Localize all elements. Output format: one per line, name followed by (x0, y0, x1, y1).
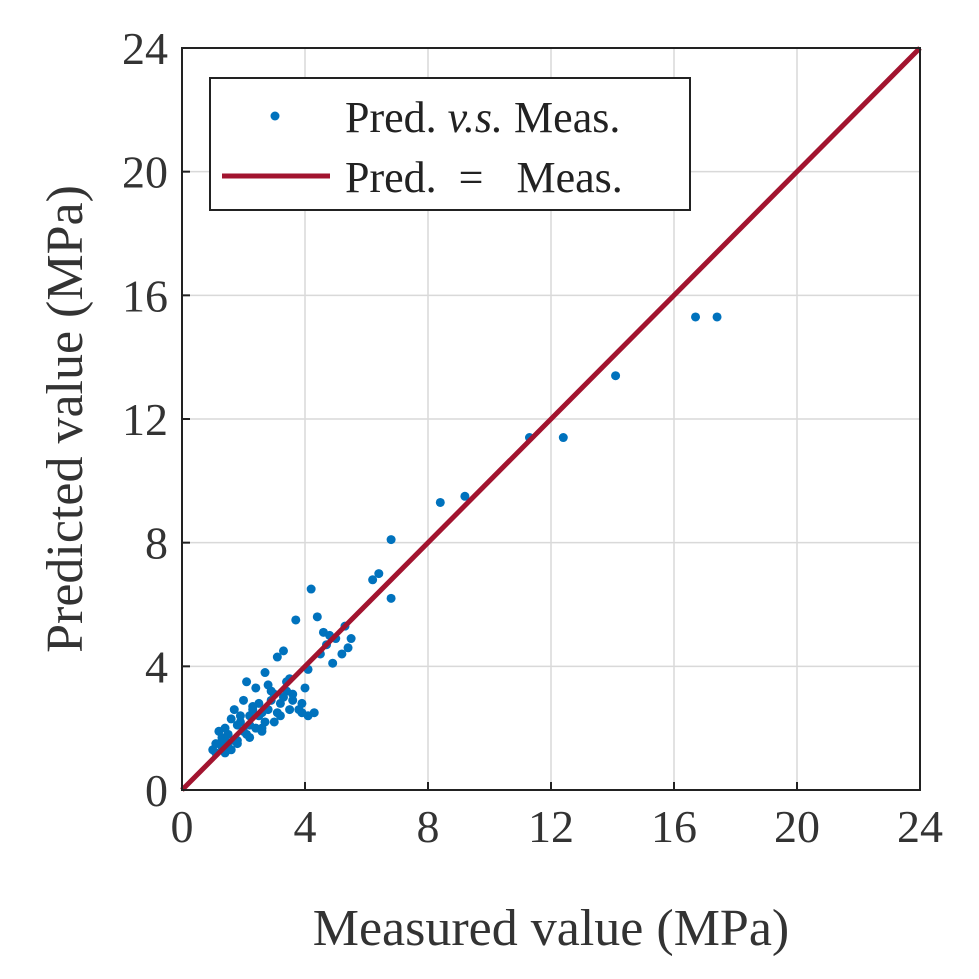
data-point (278, 692, 288, 702)
y-tick-label: 20 (122, 147, 168, 198)
y-tick-label: 24 (122, 23, 168, 74)
data-point (245, 732, 255, 742)
data-point (291, 615, 301, 625)
data-point (257, 726, 267, 736)
legend-scatter-label: Pred. v.s. Meas. (345, 93, 620, 142)
data-point (229, 705, 239, 715)
y-tick-label: 8 (145, 518, 168, 569)
x-tick-label: 4 (294, 801, 317, 852)
x-axis-ticks: 0 4 8 12 16 20 24 (171, 782, 943, 852)
data-point (343, 643, 353, 653)
legend-scatter-marker (270, 111, 280, 121)
y-tick-label: 0 (145, 765, 168, 816)
data-point (460, 491, 470, 501)
data-point (346, 634, 356, 644)
data-point (260, 717, 270, 727)
data-point (374, 569, 384, 579)
data-point (278, 646, 288, 656)
y-tick-label: 4 (145, 641, 168, 692)
data-point (269, 717, 279, 727)
x-tick-label: 16 (651, 801, 697, 852)
legend-scatter-post: Meas. (503, 93, 620, 142)
data-point (214, 726, 224, 736)
data-point (318, 627, 328, 637)
x-tick-label: 12 (528, 801, 574, 852)
data-point (211, 739, 221, 749)
x-tick-label: 8 (417, 801, 440, 852)
data-point (288, 695, 298, 705)
data-point (306, 584, 316, 594)
x-tick-label: 24 (897, 801, 943, 852)
data-point (386, 535, 396, 545)
y-axis-ticks: 0 4 8 12 16 20 24 (122, 23, 190, 816)
data-point (712, 312, 722, 322)
data-point (235, 711, 245, 721)
x-axis-title: Measured value (MPa) (313, 900, 790, 957)
data-point (611, 371, 621, 381)
legend-scatter-pre: Pred. (345, 93, 448, 142)
data-point (242, 677, 252, 687)
data-point (312, 612, 322, 622)
data-point (272, 708, 282, 718)
data-point (239, 695, 248, 705)
data-point (368, 575, 378, 585)
legend-line-label: Pred. = Meas. (345, 153, 623, 202)
data-point (285, 705, 295, 715)
data-point (266, 686, 276, 696)
data-point (328, 658, 338, 668)
data-point (260, 668, 270, 678)
y-axis-title: Predicted value (MPa) (37, 185, 94, 653)
data-point (558, 433, 568, 443)
data-point (226, 714, 236, 724)
data-point (248, 702, 258, 712)
data-point (691, 312, 701, 322)
data-point (300, 683, 310, 693)
legend-scatter-italic: v.s. (448, 93, 503, 142)
data-point (232, 739, 242, 749)
data-point (235, 717, 245, 727)
data-point (435, 497, 445, 507)
x-tick-label: 20 (774, 801, 820, 852)
legend-box (209, 77, 691, 211)
y-tick-label: 12 (122, 394, 168, 445)
y-tick-label: 16 (122, 270, 168, 321)
data-point (251, 683, 261, 693)
data-point (337, 649, 347, 659)
data-point (386, 593, 396, 603)
legend: Pred. v.s. Meas. Pred. = Meas. (209, 77, 691, 211)
x-tick-label: 0 (171, 801, 194, 852)
data-point (272, 652, 282, 662)
data-point (303, 711, 313, 721)
identity-line (180, 46, 922, 792)
